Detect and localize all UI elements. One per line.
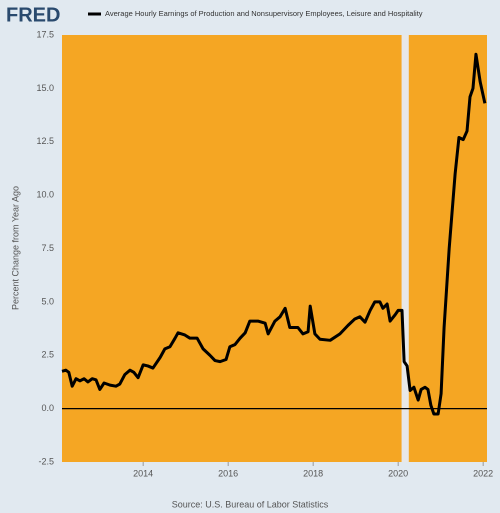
y-tick-label: 15.0 bbox=[36, 83, 54, 93]
y-tick-label: 12.5 bbox=[36, 136, 54, 146]
recession-band bbox=[401, 35, 409, 462]
x-tick-label: 2018 bbox=[303, 468, 323, 478]
x-tick-label: 2016 bbox=[218, 468, 238, 478]
y-tick-label: 17.5 bbox=[36, 29, 54, 39]
legend-label: Average Hourly Earnings of Production an… bbox=[105, 9, 423, 18]
y-tick-label: 10.0 bbox=[36, 190, 54, 200]
y-tick-label: 0.0 bbox=[41, 403, 54, 413]
y-tick-label: 2.5 bbox=[41, 350, 54, 360]
y-axis-label: Percent Change from Year Ago bbox=[10, 186, 20, 310]
y-tick-label: -2.5 bbox=[38, 456, 54, 466]
brand-logo: FRED bbox=[6, 4, 60, 26]
x-tick-label: 2022 bbox=[473, 468, 493, 478]
x-tick-label: 2014 bbox=[133, 468, 153, 478]
x-tick-label: 2020 bbox=[388, 468, 408, 478]
series-line bbox=[61, 52, 487, 416]
y-tick-label: 7.5 bbox=[41, 243, 54, 253]
source-note: Source: U.S. Bureau of Labor Statistics bbox=[172, 499, 329, 509]
y-tick-label: 5.0 bbox=[41, 296, 54, 306]
plot-area bbox=[62, 35, 487, 462]
